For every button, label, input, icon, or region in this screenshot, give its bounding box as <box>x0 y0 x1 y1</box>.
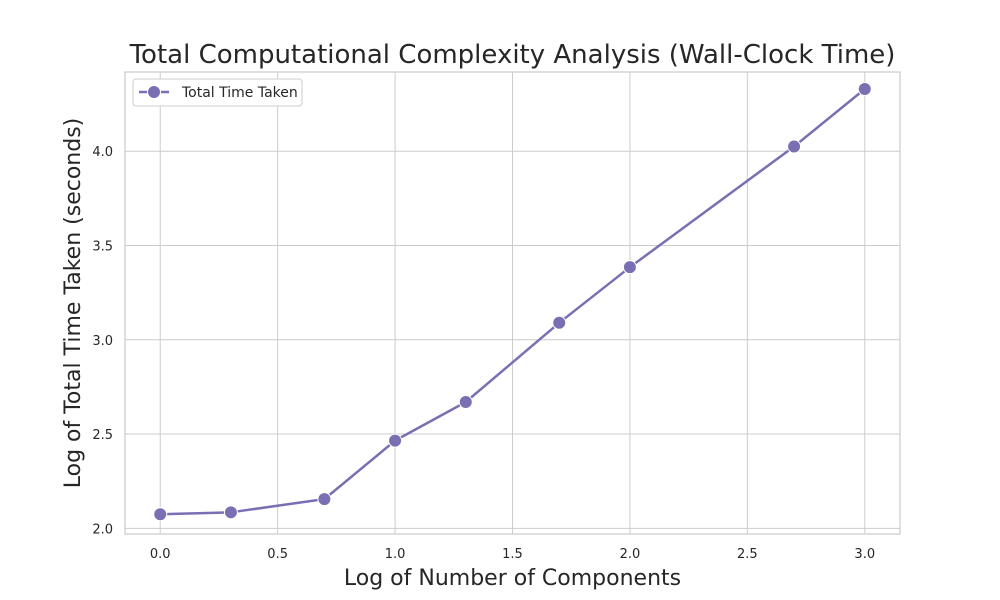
x-tick-label: 0.0 <box>150 547 171 562</box>
y-tick-label: 2.0 <box>92 522 113 537</box>
data-point <box>223 505 238 520</box>
y-tick-label: 2.5 <box>92 428 113 443</box>
data-point <box>317 492 332 507</box>
plot-frame <box>124 71 901 535</box>
x-tick-label: 2.5 <box>737 547 758 562</box>
series-layer <box>153 81 872 522</box>
data-point <box>458 395 473 409</box>
y-tick-label: 4.0 <box>92 145 113 160</box>
chart-title: Total Computational Complexity Analysis … <box>129 40 896 70</box>
legend-marker-swatch <box>147 85 161 99</box>
legend-box <box>132 78 303 107</box>
data-point <box>622 260 637 275</box>
grid <box>125 72 900 534</box>
legend-label: Total Time Taken <box>181 85 298 101</box>
x-axis-ticks: 0.0 0.5 1.0 1.5 2.0 2.5 3.0 <box>150 547 875 562</box>
x-tick-label: 2.0 <box>620 547 641 562</box>
y-tick-label: 3.5 <box>92 239 113 254</box>
x-tick-label: 1.5 <box>502 547 523 562</box>
x-axis-title: Log of Number of Components <box>344 566 681 591</box>
data-point <box>787 139 802 154</box>
y-axis-title: Log of Total Time Taken (seconds) <box>61 118 86 489</box>
data-point <box>857 81 872 96</box>
y-axis-ticks: 2.0 2.5 3.0 3.5 4.0 <box>92 145 113 537</box>
x-tick-label: 0.5 <box>267 547 288 562</box>
x-tick-label: 3.0 <box>854 547 875 562</box>
legend: Total Time Taken <box>132 78 303 107</box>
x-tick-label: 1.0 <box>385 547 406 562</box>
y-tick-label: 3.0 <box>92 334 113 349</box>
data-point <box>153 507 168 522</box>
data-point <box>552 315 567 330</box>
data-point <box>388 433 403 448</box>
